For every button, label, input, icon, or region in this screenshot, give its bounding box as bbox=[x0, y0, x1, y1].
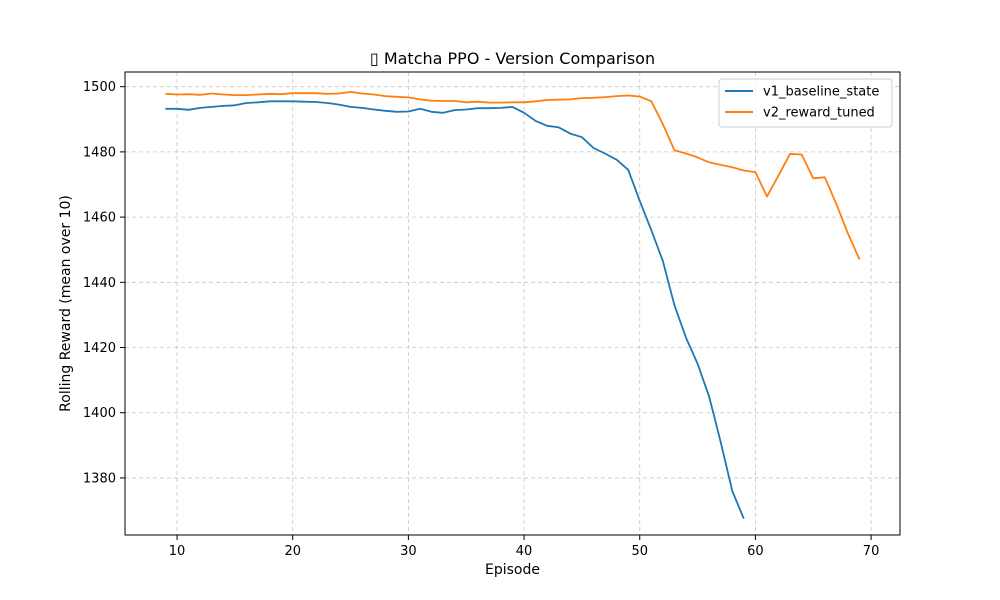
legend-label-v1_baseline_state: v1_baseline_state bbox=[763, 85, 879, 100]
legend: v1_baseline_state v2_reward_tuned bbox=[718, 78, 893, 128]
x-tick-label: 20 bbox=[284, 544, 301, 559]
x-tick-label: 10 bbox=[169, 544, 186, 559]
y-tick-label: 1480 bbox=[83, 145, 116, 160]
y-tick-label: 1500 bbox=[83, 80, 116, 95]
series-line-v2_reward_tuned bbox=[165, 91, 861, 260]
x-tick-label: 60 bbox=[747, 544, 764, 559]
y-tick-label: 1460 bbox=[83, 211, 116, 226]
x-tick-label: 50 bbox=[631, 544, 648, 559]
series-line-v1_baseline_state bbox=[165, 100, 745, 520]
legend-label-v2_reward_tuned: v2_reward_tuned bbox=[763, 106, 875, 121]
plot-area-frame bbox=[124, 71, 901, 536]
y-tick-label: 1440 bbox=[83, 276, 116, 291]
x-tick-label: 30 bbox=[400, 544, 417, 559]
y-axis-ticks: 1380 1400 1420 1440 1460 1480 1500 bbox=[83, 80, 125, 486]
y-tick-label: 1420 bbox=[83, 341, 116, 356]
chart-title: ▯ Matcha PPO - Version Comparison bbox=[370, 49, 655, 68]
y-axis-title: Rolling Reward (mean over 10) bbox=[58, 195, 74, 412]
y-tick-label: 1380 bbox=[83, 471, 116, 486]
x-tick-label: 40 bbox=[516, 544, 533, 559]
y-tick-label: 1400 bbox=[83, 406, 116, 421]
legend-box bbox=[718, 78, 893, 128]
x-axis-ticks: 10 20 30 40 50 60 70 bbox=[169, 535, 880, 559]
grid-lines bbox=[125, 72, 900, 535]
x-tick-label: 70 bbox=[863, 544, 880, 559]
x-axis-title: Episode bbox=[485, 562, 540, 578]
series-lines bbox=[165, 91, 861, 520]
